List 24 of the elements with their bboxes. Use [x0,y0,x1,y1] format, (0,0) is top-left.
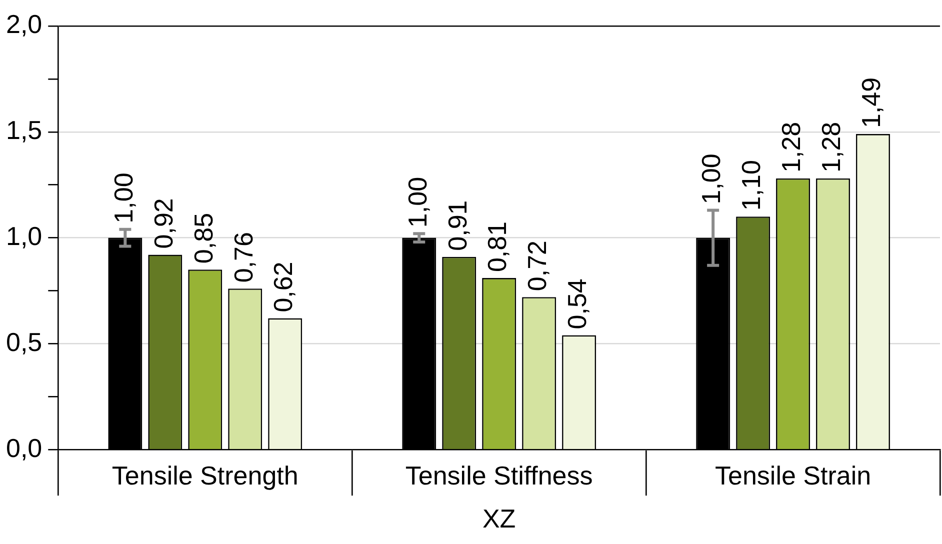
y-tick-label: 2,0 [6,9,42,40]
x-tick-label: Tensile Strength [112,460,298,490]
data-label: 1,00 [696,154,726,204]
data-label: 0,62 [268,262,298,312]
data-label: 0,81 [482,221,512,272]
x-tick-label: Tensile Strain [714,460,872,490]
y-tick-label: 0,0 [6,432,42,463]
y-tick-label: 1,5 [6,115,42,146]
data-label: 0,92 [148,198,178,249]
x-axis-title: XZ [482,504,516,534]
data-label: 1,28 [816,122,846,172]
data-label: 0,91 [442,200,472,251]
data-label: 1,00 [108,172,138,224]
data-label: 0,54 [562,278,592,330]
data-label: 0,76 [228,232,258,283]
data-label: 1,28 [776,122,806,172]
data-label: 1,49 [856,77,886,128]
data-label: 0,72 [522,240,552,292]
y-tick-label: 0,5 [6,326,42,357]
x-tick-label: Tensile Stiffness [405,460,593,490]
data-label: 1,10 [736,160,766,211]
data-label: 0,85 [188,212,218,264]
y-tick-label: 1,0 [6,220,42,251]
data-label: 1,00 [402,176,432,228]
